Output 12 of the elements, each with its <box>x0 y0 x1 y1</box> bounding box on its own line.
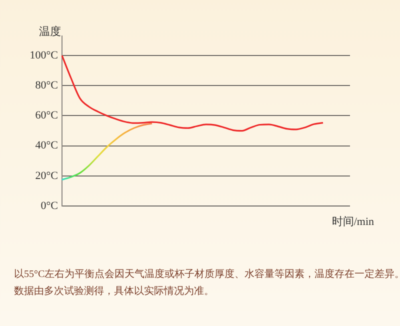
text: 数据由多次试验测得，具体以实际情况为准。 <box>14 284 215 299</box>
y-tick-label: 20°C <box>35 170 58 182</box>
y-tick-label: 100°C <box>30 49 58 62</box>
y-tick-label: 0°C <box>40 200 58 212</box>
y-axis-title: 温度 <box>39 24 61 38</box>
text: 以55°C左右为平衡点会因天气温度或杯子材质厚度、水容量等因素，温度存在一定差异。 <box>14 268 400 282</box>
x-axis-title: 时间/min <box>332 214 374 228</box>
y-tick-label: 60°C <box>35 110 58 122</box>
y-tick-label: 80°C <box>35 80 58 92</box>
line-series <box>61 54 324 132</box>
y-tick-label: 40°C <box>35 140 58 152</box>
line-series <box>61 122 153 180</box>
